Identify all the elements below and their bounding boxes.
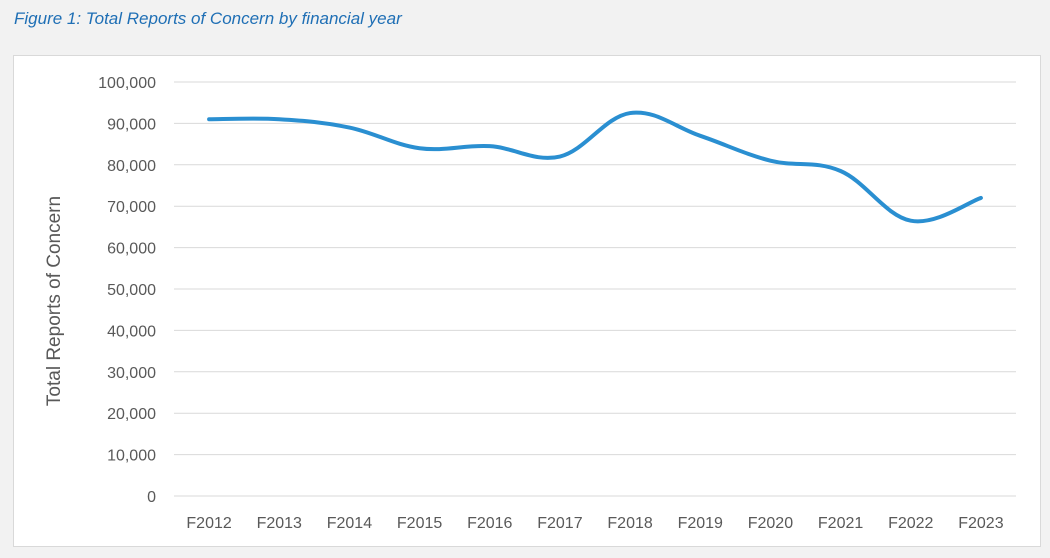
x-tick-label: F2017: [537, 515, 582, 532]
x-tick-label: F2018: [607, 515, 652, 532]
y-tick-label: 50,000: [107, 282, 156, 299]
y-tick-label: 30,000: [107, 365, 156, 382]
y-tick-labels: 0 10,000 20,000 30,000 40,000 50,000 60,000 70,…: [98, 75, 156, 506]
x-tick-label: F2014: [327, 515, 372, 532]
figure-caption: Figure 1: Total Reports of Concern by fi…: [14, 9, 402, 28]
y-axis-title: Total Reports of Concern: [44, 196, 65, 406]
y-tick-label: 0: [147, 489, 156, 506]
line-chart: 0 10,000 20,000 30,000 40,000 50,000 60,000 70,…: [44, 75, 1016, 532]
y-tick-label: 20,000: [107, 406, 156, 423]
x-tick-label: F2016: [467, 515, 512, 532]
y-tick-label: 60,000: [107, 241, 156, 258]
series-line: [207, 110, 983, 224]
x-tick-label: F2021: [818, 515, 863, 532]
y-tick-label: 10,000: [107, 448, 156, 465]
x-tick-label: F2015: [397, 515, 442, 532]
y-tick-label: 70,000: [107, 199, 156, 216]
y-tick-label: 40,000: [107, 323, 156, 340]
x-tick-label: F2022: [888, 515, 933, 532]
gridlines: [174, 81, 1016, 497]
y-tick-label: 100,000: [98, 75, 156, 92]
x-tick-labels: F2012 F2013 F2014 F2015 F2016 F2017 F2018 F2019…: [186, 515, 1003, 532]
x-tick-label: F2013: [257, 515, 302, 532]
x-tick-label: F2019: [678, 515, 723, 532]
y-tick-label: 90,000: [107, 116, 156, 133]
chart-frame: 0 10,000 20,000 30,000 40,000 50,000 60,000 70,…: [13, 55, 1041, 547]
y-tick-label: 80,000: [107, 158, 156, 175]
x-tick-label: F2023: [958, 515, 1003, 532]
x-tick-label: F2020: [748, 515, 793, 532]
x-tick-label: F2012: [186, 515, 231, 532]
